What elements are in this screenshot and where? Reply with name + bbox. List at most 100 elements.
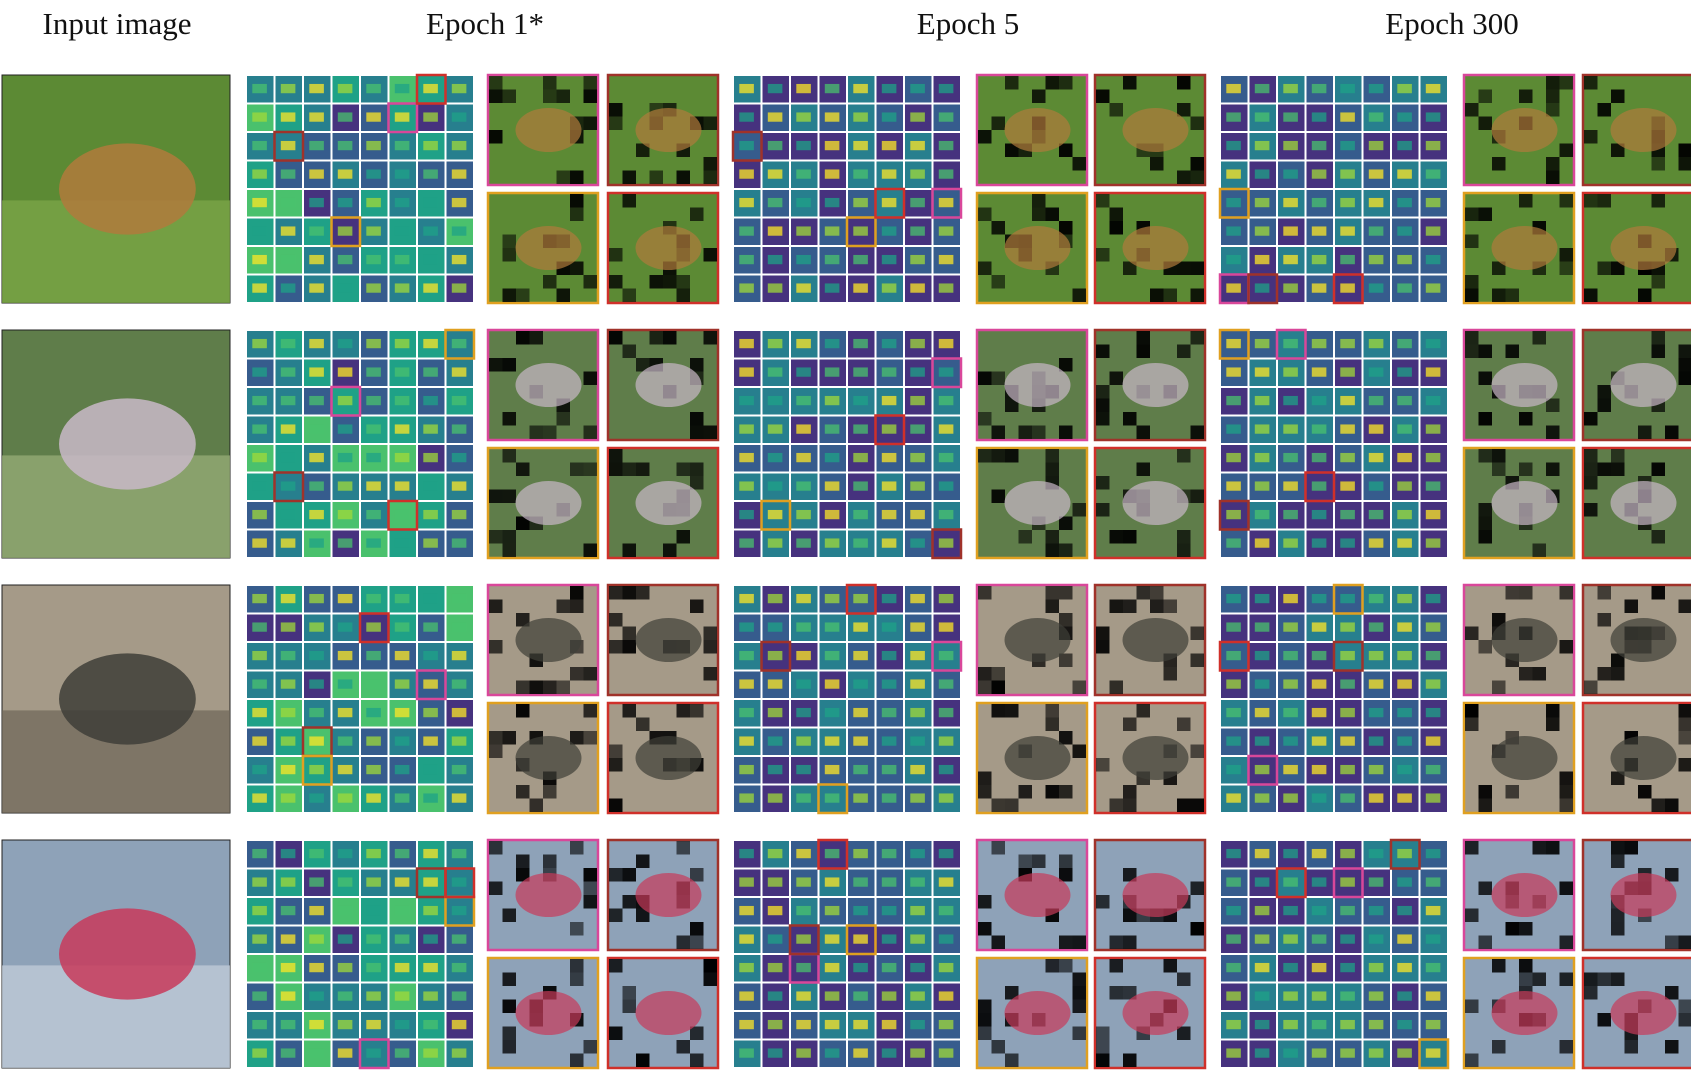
attention-tile-detail	[281, 226, 296, 235]
masked-patch	[1598, 399, 1612, 413]
masked-patch	[1533, 973, 1547, 987]
attention-tile-detail	[939, 934, 954, 943]
masked-patch	[1073, 745, 1087, 759]
attention-tile-detail	[309, 510, 324, 519]
attention-tile-detail	[853, 84, 868, 93]
attention-tile-detail	[882, 906, 897, 915]
masked-patch	[623, 704, 637, 718]
attention-tile-detail	[1312, 424, 1327, 433]
masked-subject	[636, 618, 702, 662]
masked-patch	[677, 1040, 691, 1054]
masked-patch	[992, 275, 1006, 289]
attention-tile-detail	[423, 1048, 438, 1057]
attention-tile-detail	[768, 396, 783, 405]
masked-patch	[584, 882, 598, 896]
masked-subject	[636, 363, 702, 407]
attention-tile-detail	[825, 396, 840, 405]
masked-patch	[1598, 385, 1612, 399]
masked-patch	[516, 463, 530, 477]
attention-tile-detail	[395, 226, 410, 235]
attention-tile-detail	[281, 651, 296, 660]
masked-patch	[623, 345, 637, 359]
attention-tile-detail	[739, 594, 754, 603]
masked-patch	[1110, 959, 1124, 973]
attention-tile-detail	[768, 765, 783, 774]
attention-tile-detail	[1340, 84, 1355, 93]
attention-tile-detail	[796, 481, 811, 490]
attention-tile-detail	[825, 367, 840, 376]
attention-tile-detail	[366, 481, 381, 490]
attention-tile-detail	[1283, 255, 1298, 264]
attention-tile-detail	[1312, 169, 1327, 178]
masked-patch	[1584, 681, 1598, 695]
attention-tile-detail	[309, 934, 324, 943]
attention-tile-detail	[1369, 651, 1384, 660]
masked-patch	[1465, 1000, 1479, 1014]
attention-tile-detail	[423, 963, 438, 972]
masked-subject	[1123, 618, 1189, 662]
attention-tile-detail	[939, 679, 954, 688]
attention-tile-detail	[1397, 793, 1412, 802]
attention-tile-detail	[796, 141, 811, 150]
attention-tile-detail	[281, 934, 296, 943]
masked-patch	[570, 194, 584, 208]
attention-tile-detail	[1283, 651, 1298, 660]
masked-patch	[1046, 785, 1060, 799]
masked-patch	[609, 117, 623, 131]
masked-patch	[1479, 530, 1493, 544]
attention-tile-detail	[1226, 339, 1241, 348]
masked-patch	[584, 275, 598, 289]
attention-tile-detail	[423, 538, 438, 547]
masked-patch	[570, 600, 584, 614]
attention-tile-detail	[768, 1048, 783, 1057]
masked-patch	[636, 1054, 650, 1068]
attention-tile-detail	[338, 453, 353, 462]
attention-tile-detail	[1369, 339, 1384, 348]
attention-tile-detail	[252, 736, 267, 745]
attention-tile-detail	[252, 934, 267, 943]
attention-tile-detail	[739, 708, 754, 717]
masked-patch	[1465, 704, 1479, 718]
attention-tile-detail	[309, 736, 324, 745]
attention-tile-detail	[768, 934, 783, 943]
attention-tile-detail	[739, 453, 754, 462]
attention-tile-detail	[910, 793, 925, 802]
attention-tile-detail	[882, 112, 897, 121]
attention-tile-detail	[910, 877, 925, 886]
masked-patch	[1533, 544, 1547, 558]
attention-tile-detail	[395, 622, 410, 631]
masked-patch	[1073, 289, 1087, 303]
masked-patch	[1059, 959, 1073, 973]
masked-patch	[1059, 785, 1073, 799]
masked-patch	[1123, 600, 1137, 614]
masked-patch	[1005, 1054, 1019, 1068]
attention-tile-detail	[1426, 1048, 1441, 1057]
masked-patch	[1059, 613, 1073, 627]
attention-tile-detail	[1283, 934, 1298, 943]
attention-tile-detail	[1426, 651, 1441, 660]
masked-patch	[1123, 936, 1137, 950]
attention-tile-detail	[1226, 963, 1241, 972]
attention-tile-detail	[366, 141, 381, 150]
attention-tile-detail	[939, 367, 954, 376]
attention-tile-detail	[1369, 679, 1384, 688]
attention-tile-detail	[825, 793, 840, 802]
attention-tile-detail	[796, 510, 811, 519]
attention-tile-detail	[309, 1020, 324, 1029]
attention-tile-detail	[281, 141, 296, 150]
masked-subject	[1123, 873, 1189, 917]
attention-tile-detail	[1255, 283, 1270, 292]
attention-tile-detail	[1255, 793, 1270, 802]
attention-tile-detail	[281, 283, 296, 292]
masked-patch	[1005, 799, 1019, 813]
attention-tile-detail	[825, 736, 840, 745]
attention-tile-detail	[452, 453, 467, 462]
masked-patch	[677, 936, 691, 950]
masked-patch	[1598, 667, 1612, 681]
attention-tile-detail	[309, 1048, 324, 1057]
attention-tile-detail	[853, 367, 868, 376]
masked-patch	[557, 600, 571, 614]
attention-tile-detail	[825, 906, 840, 915]
masked-patch	[663, 331, 677, 345]
attention-tile-detail	[910, 255, 925, 264]
